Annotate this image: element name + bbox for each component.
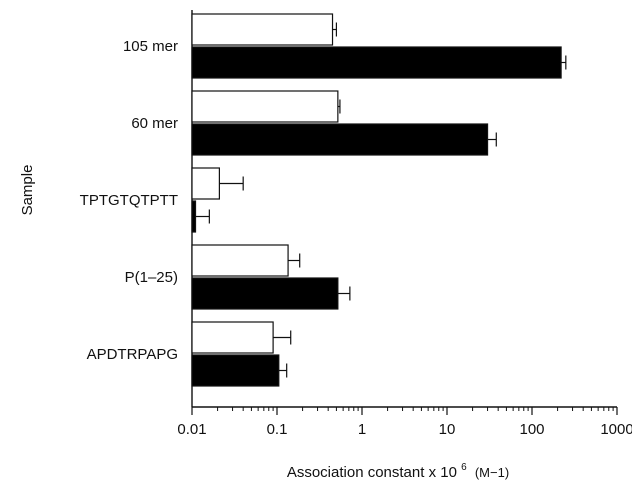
plot-area: 0.01 0.1 1 10 100 1000 105 mer 60 mer TPTGTQTPTT… <box>80 10 632 438</box>
bar <box>191 167 220 200</box>
category-label: APDTRPAPG <box>87 346 178 363</box>
category-label: TPTGTQTPTT <box>80 192 178 209</box>
y-axis-title: Sample <box>19 165 36 216</box>
x-axis-title: Association constant x 10 6 (M−1) <box>287 457 509 481</box>
x-tick-label: 100 <box>519 421 544 438</box>
x-axis-title-superscript: 6 <box>461 462 467 473</box>
x-tick-label: 1 <box>358 421 366 438</box>
category-label: 60 mer <box>131 115 178 132</box>
bar <box>191 354 280 387</box>
x-tick-label: 0.01 <box>177 421 206 438</box>
bar <box>191 90 339 123</box>
bar <box>191 321 274 354</box>
category-label: 105 mer <box>123 38 178 55</box>
bar <box>191 13 334 46</box>
bar <box>191 277 339 310</box>
bar <box>191 200 197 233</box>
x-tick-label: 1000 <box>600 421 632 438</box>
bar <box>191 244 289 277</box>
bar <box>191 46 562 79</box>
x-tick-label: 0.1 <box>267 421 288 438</box>
x-tick-label: 10 <box>439 421 456 438</box>
x-axis-title-main: Association constant x 10 <box>287 464 457 481</box>
bar <box>191 123 489 156</box>
x-axis-title-unit: (M−1) <box>475 465 509 480</box>
category-label: P(1–25) <box>125 269 178 286</box>
